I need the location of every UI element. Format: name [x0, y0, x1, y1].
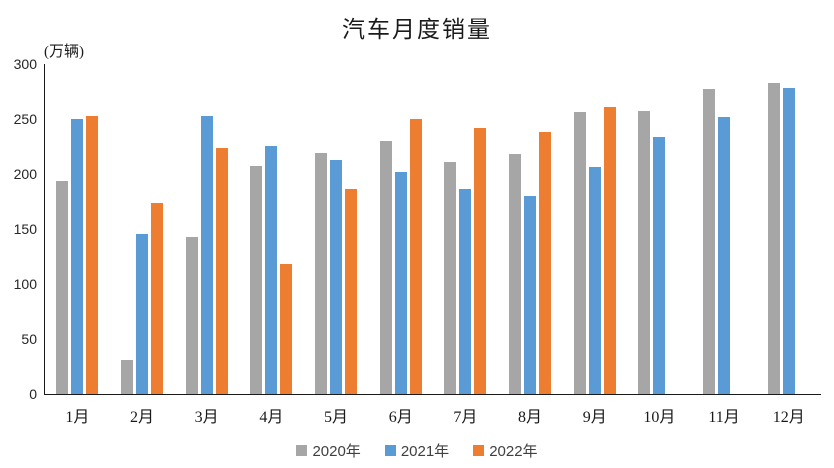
bar-group-10月: 10月 — [627, 64, 692, 426]
x-axis-label-1月: 1月 — [65, 409, 90, 426]
bar-2021年-2月 — [136, 233, 148, 394]
bar-2022年-1月 — [86, 115, 99, 394]
x-axis-label-6月: 6月 — [388, 409, 413, 426]
bar-2022年-9月 — [603, 106, 616, 394]
bar-2021年-6月 — [394, 172, 407, 394]
legend-swatch-icon — [296, 445, 308, 456]
bar-2022年-5月 — [345, 189, 358, 394]
x-axis-label-11月: 11月 — [708, 409, 740, 426]
bar-2020年-1月 — [56, 180, 69, 394]
x-axis-label-12月: 12月 — [772, 409, 805, 426]
plot-area: 0 50 100 150 200 250 300 1月 2月 3月 4月 5月 6月 7月 8月 9月 10月 1… — [14, 56, 821, 426]
bar-2020年-8月 — [509, 153, 522, 394]
y-tick-label-200: 200 — [13, 166, 37, 182]
bar-2022年-3月 — [215, 148, 228, 394]
bar-2020年-12月 — [767, 82, 780, 394]
y-tick-label-300: 300 — [13, 56, 37, 72]
x-axis-label-5月: 5月 — [324, 409, 349, 426]
y-tick-label-250: 250 — [13, 111, 37, 127]
bar-group-4月: 4月 — [239, 64, 304, 426]
bar-group-7月: 7月 — [433, 64, 498, 426]
bar-2022年-7月 — [474, 127, 487, 394]
bar-2020年-4月 — [250, 166, 263, 394]
bar-2021年-3月 — [200, 116, 213, 394]
chart-title: 汽车月度销量 — [342, 17, 492, 42]
bar-group-9月: 9月 — [562, 64, 627, 426]
x-axis-label-9月: 9月 — [582, 409, 607, 426]
y-axis-unit-label: (万辆) — [44, 44, 84, 60]
bar-2021年-1月 — [71, 118, 84, 394]
bar-2022年-4月 — [280, 264, 293, 394]
bar-group-8月: 8月 — [498, 64, 563, 426]
x-axis-label-7月: 7月 — [453, 409, 478, 426]
legend-swatch-icon — [384, 445, 396, 456]
x-axis-label-10月: 10月 — [643, 409, 676, 426]
x-axis-label-4月: 4月 — [259, 409, 284, 426]
legend-swatch-icon — [473, 445, 485, 456]
x-axis-label-8月: 8月 — [518, 409, 543, 426]
legend-label: 2021年 — [400, 443, 450, 460]
bar-2021年-7月 — [459, 188, 472, 394]
bar-2020年-6月 — [379, 141, 392, 394]
bar-2020年-11月 — [703, 89, 716, 394]
bar-2021年-9月 — [588, 166, 601, 394]
bar-2020年-10月 — [638, 110, 651, 394]
bar-2021年-4月 — [265, 146, 278, 394]
bar-group-6月: 6月 — [368, 64, 433, 426]
bar-group-12月: 12月 — [756, 64, 821, 426]
bar-group-5月: 5月 — [304, 64, 369, 426]
bar-2020年-7月 — [444, 161, 457, 394]
y-tick-label-150: 150 — [13, 221, 37, 237]
bar-2021年-8月 — [524, 196, 537, 394]
legend-item-2020年: 2020年 — [296, 440, 361, 461]
bar-2020年-9月 — [573, 111, 586, 394]
y-tick-label-0: 0 — [29, 386, 37, 402]
legend-label: 2022年 — [489, 443, 538, 460]
x-axis-label-3月: 3月 — [194, 409, 219, 426]
bar-2021年-10月 — [653, 137, 666, 394]
bar-group-3月: 3月 — [174, 64, 239, 426]
x-axis-label-2月: 2月 — [130, 409, 155, 426]
bar-2022年-6月 — [409, 118, 422, 394]
bar-2021年-12月 — [782, 87, 795, 394]
bar-group-2月: 2月 — [110, 64, 175, 426]
legend-label: 2020年 — [312, 443, 361, 460]
bar-2022年-2月 — [151, 203, 163, 394]
bar-group-11月: 11月 — [692, 64, 757, 426]
legend-item-2021年: 2021年 — [384, 440, 450, 461]
bar-2020年-3月 — [185, 236, 198, 394]
y-tick-label-100: 100 — [13, 276, 37, 292]
bar-2022年-8月 — [539, 131, 552, 394]
bar-2021年-11月 — [718, 116, 731, 394]
bar-2020年-2月 — [121, 359, 133, 394]
y-tick-label-50: 50 — [21, 331, 37, 347]
bar-group-1月: 1月 — [45, 64, 110, 426]
legend-item-2022年: 2022年 — [473, 440, 538, 461]
bar-2020年-5月 — [315, 152, 328, 394]
legend: 2020年 2021年 2022年 — [0, 440, 834, 461]
bar-2021年-5月 — [330, 159, 343, 394]
